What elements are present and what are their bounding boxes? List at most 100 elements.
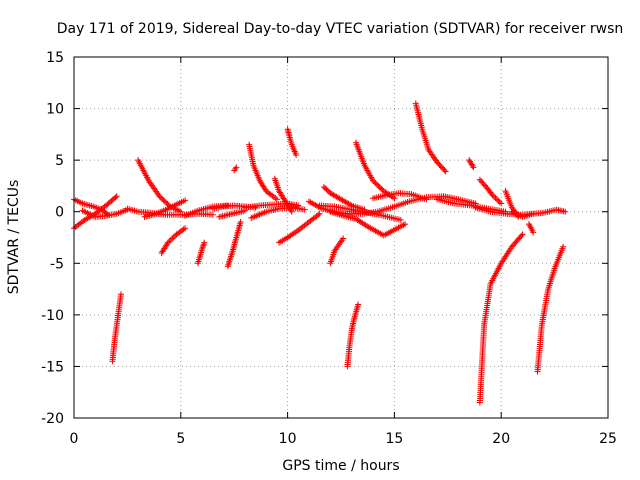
data-point [301, 206, 308, 213]
data-point [530, 229, 537, 236]
data-point [372, 180, 379, 187]
data-point [361, 206, 368, 213]
data-point [496, 199, 503, 206]
x-tick-label: 25 [599, 431, 617, 447]
data-point [391, 195, 398, 202]
data-point [495, 197, 502, 204]
data-point [441, 167, 448, 174]
arc-series-6 [141, 197, 189, 220]
axis-ticks [73, 56, 609, 419]
y-tick-label: 15 [46, 50, 64, 66]
arc-series-19 [276, 210, 323, 246]
arc-series-36 [508, 206, 569, 220]
data-points [71, 100, 569, 406]
data-point [163, 199, 170, 206]
x-tick-label: 10 [279, 431, 297, 447]
data-point [161, 198, 168, 205]
data-point [492, 194, 499, 201]
arc-series-29 [412, 100, 449, 175]
arc-series-12 [224, 219, 244, 270]
y-tick-label: -20 [41, 411, 64, 427]
data-point [479, 179, 486, 186]
data-point [470, 164, 477, 171]
data-point [371, 179, 378, 186]
data-point [287, 207, 294, 214]
y-tick-label: -15 [41, 359, 64, 375]
data-point [469, 162, 476, 169]
data-point [370, 177, 377, 184]
y-tick-label: 0 [55, 205, 64, 221]
data-point [560, 243, 567, 250]
data-point [117, 291, 124, 298]
x-tick-label: 5 [176, 431, 185, 447]
data-point [562, 208, 569, 215]
arc-series-2 [79, 206, 131, 220]
data-point [156, 193, 163, 200]
data-point [498, 200, 505, 207]
data-point [167, 236, 174, 243]
data-point [518, 232, 525, 239]
data-point [316, 210, 323, 217]
arc-series-25 [344, 301, 362, 370]
x-tick-label: 15 [385, 431, 403, 447]
arc-series-4 [135, 157, 184, 215]
data-point [478, 178, 485, 185]
chart-title: Day 171 of 2019, Sidereal Day-to-day VTE… [57, 21, 624, 37]
data-point [355, 301, 362, 308]
data-point [113, 193, 120, 200]
data-point [157, 194, 164, 201]
data-point [402, 221, 409, 228]
data-point [376, 184, 383, 191]
data-point [295, 202, 302, 209]
arc-series-34 [476, 231, 526, 406]
arc-series-31 [466, 157, 477, 171]
arc-series-30 [434, 196, 509, 215]
data-point [491, 193, 498, 200]
arc-series-37 [525, 221, 537, 236]
arc-series-11 [216, 207, 248, 220]
y-tick-label: 5 [55, 153, 64, 169]
arc-series-38 [534, 243, 567, 375]
data-point [182, 197, 189, 204]
data-point [166, 238, 173, 245]
data-point [476, 176, 483, 183]
arc-series-17 [271, 175, 295, 215]
data-point [159, 195, 166, 202]
data-point [160, 197, 167, 204]
y-axis-label: SDTVAR / TECUs [6, 180, 22, 295]
data-point [209, 211, 216, 218]
x-axis-label: GPS time / hours [282, 458, 399, 474]
arc-series-9 [194, 239, 208, 267]
data-point [374, 181, 381, 188]
tick-labels: 0 5 10 15 20 25 -20 -15 -10 -5 0 5 10 15 [41, 50, 617, 447]
data-point [169, 235, 176, 242]
data-point [170, 234, 177, 241]
data-point [493, 196, 500, 203]
y-tick-label: -5 [50, 256, 64, 272]
data-point [442, 168, 449, 175]
x-tick-label: 0 [70, 431, 79, 447]
arc-series-1 [71, 196, 112, 218]
arc-series-24 [327, 235, 347, 267]
data-point [489, 192, 496, 199]
data-point [340, 235, 347, 242]
data-point [375, 182, 382, 189]
data-point [519, 231, 526, 238]
data-point [273, 196, 280, 203]
arc-series-7 [158, 225, 189, 256]
data-point [378, 185, 385, 192]
y-tick-label: -10 [41, 308, 64, 324]
arc-series-22 [320, 183, 368, 213]
arc-series-32 [476, 176, 505, 207]
arc-series-14 [246, 141, 280, 203]
data-point [182, 225, 189, 232]
data-point [201, 239, 208, 246]
arc-series-13 [231, 164, 240, 174]
data-point [288, 208, 295, 215]
plot-frame [73, 56, 609, 419]
data-point [233, 164, 240, 171]
arc-series-18 [284, 126, 300, 158]
data-point [293, 151, 300, 158]
